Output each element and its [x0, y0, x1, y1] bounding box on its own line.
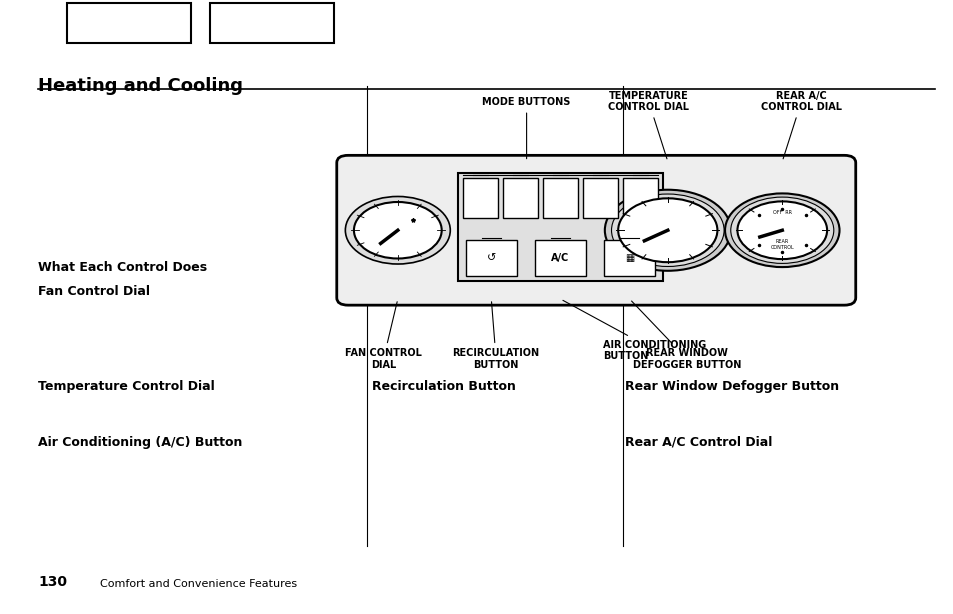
Text: ↺: ↺: [486, 253, 496, 263]
Bar: [462, 179, 497, 219]
Text: TEMPERATURE
CONTROL DIAL: TEMPERATURE CONTROL DIAL: [608, 91, 688, 159]
Circle shape: [730, 197, 833, 263]
Bar: [210, 3, 334, 43]
Text: Rear Window Defogger Button: Rear Window Defogger Button: [624, 380, 838, 394]
Text: OFF  RR: OFF RR: [772, 211, 791, 216]
Text: What Each Control Does: What Each Control Does: [38, 260, 207, 274]
Text: REAR
CONTROL: REAR CONTROL: [770, 239, 793, 250]
Text: Air Conditioning (A/C) Button: Air Conditioning (A/C) Button: [38, 435, 242, 449]
Text: FAN CONTROL
DIAL: FAN CONTROL DIAL: [345, 301, 421, 370]
FancyBboxPatch shape: [336, 155, 855, 305]
Text: Fan Control Dial: Fan Control Dial: [38, 285, 150, 298]
Text: 130: 130: [38, 575, 67, 589]
Bar: [465, 241, 517, 276]
Text: RECIRCULATION
BUTTON: RECIRCULATION BUTTON: [452, 302, 539, 370]
Text: Comfort and Convenience Features: Comfort and Convenience Features: [100, 580, 297, 589]
Circle shape: [345, 196, 450, 264]
Text: ▦: ▦: [624, 253, 634, 263]
Text: REAR WINDOW
DEFOGGER BUTTON: REAR WINDOW DEFOGGER BUTTON: [631, 301, 740, 370]
Text: REAR A/C
CONTROL DIAL: REAR A/C CONTROL DIAL: [760, 91, 841, 159]
Bar: [603, 241, 655, 276]
Text: Recirculation Button: Recirculation Button: [372, 380, 516, 394]
Text: Temperature Control Dial: Temperature Control Dial: [38, 380, 214, 394]
Circle shape: [354, 202, 441, 258]
Circle shape: [737, 201, 826, 259]
Text: MODE BUTTONS: MODE BUTTONS: [482, 98, 570, 158]
Circle shape: [604, 190, 730, 271]
Bar: [534, 241, 585, 276]
Bar: [582, 179, 618, 219]
Bar: [457, 174, 662, 281]
Text: Rear A/C Control Dial: Rear A/C Control Dial: [624, 435, 771, 449]
Bar: [502, 179, 537, 219]
Text: A/C: A/C: [551, 253, 569, 263]
Circle shape: [618, 198, 717, 262]
Circle shape: [611, 194, 723, 266]
Text: Heating and Cooling: Heating and Cooling: [38, 77, 243, 95]
Bar: [542, 179, 578, 219]
Bar: [622, 179, 658, 219]
Text: AIR CONDITIONING
BUTTON: AIR CONDITIONING BUTTON: [562, 300, 706, 361]
Bar: [67, 3, 191, 43]
Circle shape: [724, 193, 839, 267]
